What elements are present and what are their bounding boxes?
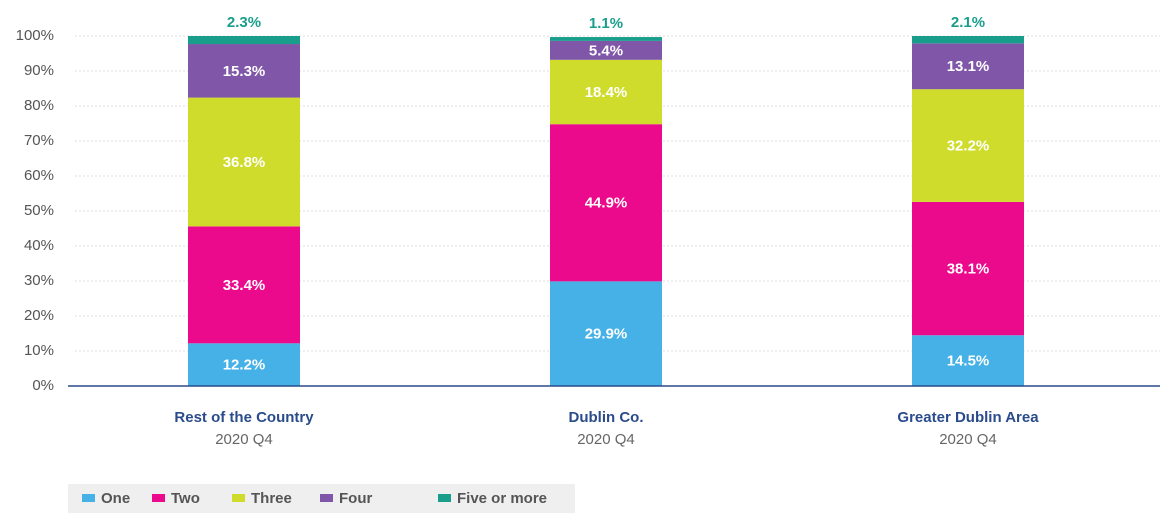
data-label: 12.2%: [223, 357, 266, 374]
data-label: 33.4%: [223, 277, 266, 294]
y-tick-label: 30%: [24, 272, 54, 289]
legend-label: Four: [339, 490, 372, 507]
x-tick-sublabel: 2020 Q4: [215, 431, 273, 448]
bar-segment: [912, 36, 1024, 44]
x-tick-sublabel: 2020 Q4: [577, 431, 635, 448]
x-tick-sublabel: 2020 Q4: [939, 431, 997, 448]
legend-swatch: [82, 494, 95, 502]
bar-segment: [550, 59, 662, 125]
data-label: 15.3%: [223, 63, 266, 80]
data-label: 13.1%: [947, 58, 990, 75]
bar-segment: [912, 43, 1024, 90]
legend-swatch: [438, 494, 451, 502]
y-tick-label: 100%: [16, 27, 54, 44]
y-tick-label: 80%: [24, 97, 54, 114]
data-label: 18.4%: [585, 84, 628, 101]
bar-segment: [188, 226, 300, 344]
legend-swatch: [232, 494, 245, 502]
x-tick-label: Dublin Co.: [569, 409, 644, 426]
y-tick-label: 0%: [32, 377, 54, 394]
bar-segment: [188, 343, 300, 386]
bar-segment: [188, 97, 300, 227]
bar-segment: [550, 281, 662, 386]
data-label: 38.1%: [947, 261, 990, 278]
y-tick-label: 60%: [24, 167, 54, 184]
bar-segment: [550, 37, 662, 41]
bar-segment: [550, 124, 662, 282]
bar-segment: [912, 335, 1024, 386]
data-label: 2.1%: [951, 14, 985, 31]
y-tick-label: 10%: [24, 342, 54, 359]
bar-segment: [550, 40, 662, 60]
data-label: 36.8%: [223, 154, 266, 171]
y-tick-label: 40%: [24, 237, 54, 254]
data-label: 1.1%: [589, 15, 623, 32]
data-label: 14.5%: [947, 353, 990, 370]
bar-segment: [188, 44, 300, 98]
y-tick-label: 20%: [24, 307, 54, 324]
legend-label: One: [101, 490, 130, 507]
data-label: 2.3%: [227, 14, 261, 31]
bar-segment: [912, 201, 1024, 336]
y-tick-label: 70%: [24, 132, 54, 149]
legend-label: Five or more: [457, 490, 547, 507]
legend-swatch: [320, 494, 333, 502]
data-label: 44.9%: [585, 195, 628, 212]
legend-label: Three: [251, 490, 292, 507]
y-tick-label: 50%: [24, 202, 54, 219]
data-label: 29.9%: [585, 326, 628, 343]
bar-segment: [912, 89, 1024, 202]
x-tick-label: Rest of the Country: [174, 409, 314, 426]
bar-segment: [188, 36, 300, 45]
data-label: 5.4%: [589, 42, 623, 59]
data-label: 32.2%: [947, 138, 990, 155]
legend-swatch: [152, 494, 165, 502]
y-tick-label: 90%: [24, 62, 54, 79]
x-tick-label: Greater Dublin Area: [897, 409, 1039, 426]
legend-label: Two: [171, 490, 200, 507]
